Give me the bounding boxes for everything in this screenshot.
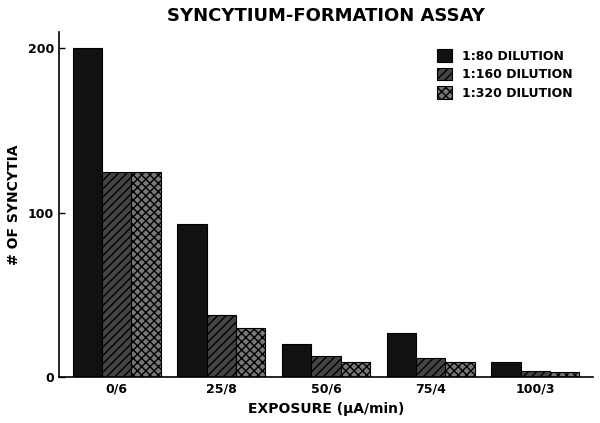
Bar <box>236 328 265 377</box>
Bar <box>102 172 131 377</box>
Bar <box>521 371 550 377</box>
Y-axis label: # OF SYNCYTIA: # OF SYNCYTIA <box>7 144 21 265</box>
Bar <box>341 363 370 377</box>
Legend: 1:80 DILUTION, 1:160 DILUTION, 1:320 DILUTION: 1:80 DILUTION, 1:160 DILUTION, 1:320 DIL… <box>433 45 576 104</box>
Bar <box>282 344 311 377</box>
Bar <box>445 363 475 377</box>
Bar <box>550 372 580 377</box>
X-axis label: EXPOSURE (μA/min): EXPOSURE (μA/min) <box>248 402 404 416</box>
Bar <box>491 363 521 377</box>
Bar <box>178 224 206 377</box>
Bar <box>387 333 416 377</box>
Title: SYNCYTIUM-FORMATION ASSAY: SYNCYTIUM-FORMATION ASSAY <box>167 7 485 25</box>
Bar <box>131 172 161 377</box>
Bar <box>73 49 102 377</box>
Bar <box>206 315 236 377</box>
Bar <box>311 356 341 377</box>
Bar <box>416 357 445 377</box>
